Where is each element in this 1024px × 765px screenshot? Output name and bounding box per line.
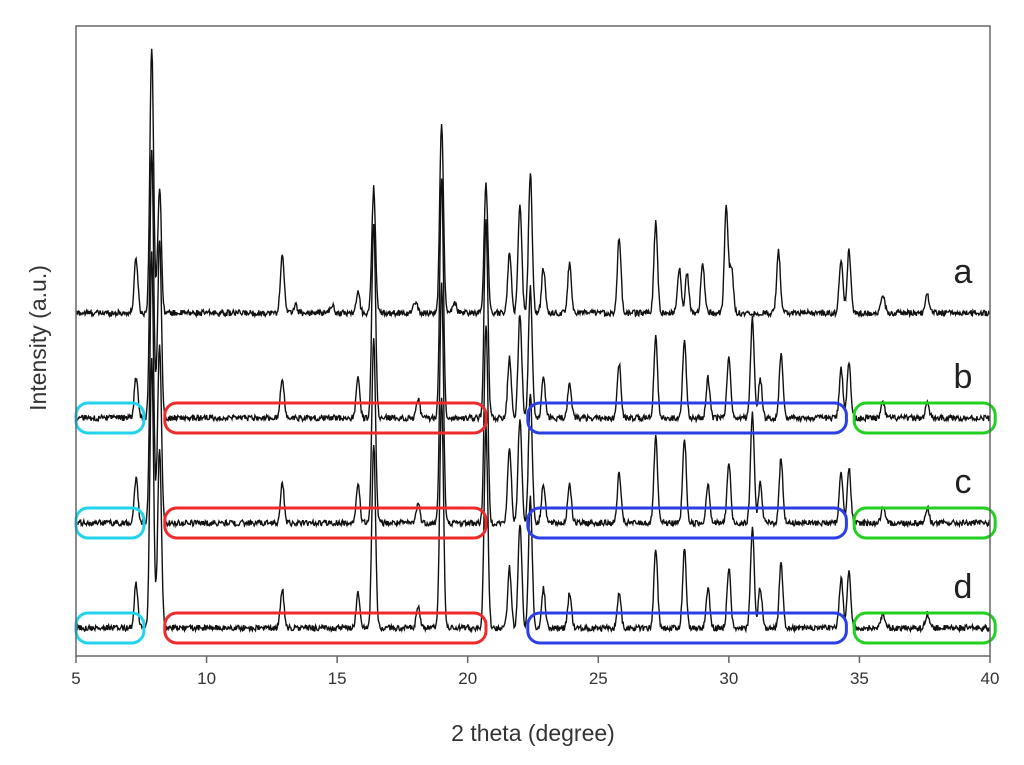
- xrd-traces: [75, 48, 991, 634]
- trace-b: [75, 149, 991, 424]
- trace-c: [75, 251, 991, 529]
- series-labels: a b c d: [954, 253, 973, 606]
- trace-d: [75, 357, 991, 634]
- x-tick-label-10: 10: [197, 669, 216, 688]
- x-tick-label-15: 15: [328, 669, 347, 688]
- series-label-a: a: [954, 253, 973, 291]
- highlight-box-c-7: [852, 506, 997, 540]
- series-label-d: d: [954, 568, 973, 606]
- highlight-box-c-6: [526, 506, 848, 540]
- x-tick-label-20: 20: [458, 669, 477, 688]
- highlight-box-b-2: [526, 401, 848, 435]
- highlight-box-d-10: [526, 611, 848, 645]
- x-axis-ticks: 5 10 15 20 25 30 35 40: [71, 656, 999, 688]
- trace-a: [75, 48, 991, 319]
- y-axis-label: Intensity (a.u.): [25, 265, 51, 411]
- x-axis-label: 2 theta (degree): [451, 720, 615, 746]
- highlight-box-c-5: [163, 506, 488, 540]
- highlight-box-b-1: [163, 401, 488, 435]
- x-tick-label-25: 25: [589, 669, 608, 688]
- highlight-box-d-9: [163, 611, 488, 645]
- x-tick-label-35: 35: [850, 669, 869, 688]
- highlight-box-b-3: [852, 401, 997, 435]
- series-label-b: b: [954, 358, 973, 396]
- highlight-box-d-11: [852, 611, 997, 645]
- plot-frame: [75, 25, 991, 657]
- x-tick-label-5: 5: [71, 669, 80, 688]
- series-label-c: c: [955, 463, 972, 501]
- x-tick-label-30: 30: [719, 669, 738, 688]
- x-tick-label-40: 40: [981, 669, 1000, 688]
